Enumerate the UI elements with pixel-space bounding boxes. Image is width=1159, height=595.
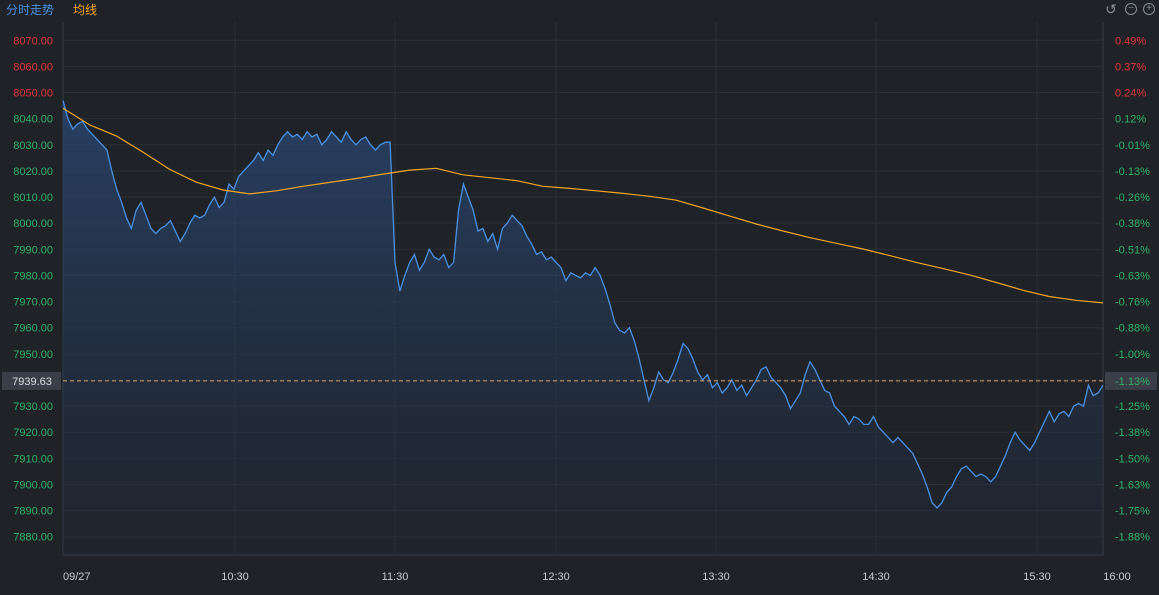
y-right-tick-label: -0.13%: [1115, 166, 1150, 178]
y-left-tick-label: 8060.00: [13, 61, 53, 73]
x-tick-label: 16:00: [1103, 571, 1131, 583]
y-right-tick-label: -1.00%: [1115, 349, 1150, 361]
series-lines: [62, 100, 1104, 509]
current-pct-label-bg: [1105, 371, 1157, 390]
y-right-tick-label: -0.26%: [1115, 192, 1150, 204]
x-tick-label: 14:30: [862, 571, 890, 583]
y-right-tick-label: -1.88%: [1115, 532, 1150, 544]
axes: 8070.00 0.49% 8060.00 0.37% 8050.00 0.24% 8040…: [13, 35, 1150, 583]
current-price-marker: 7939.63 -1.13%: [2, 371, 1157, 390]
y-right-tick-label: 0.12%: [1115, 114, 1146, 126]
y-left-tick-label: 7920.00: [13, 427, 53, 439]
y-left-tick-label: 8040.00: [13, 114, 53, 126]
x-tick-label: 12:30: [542, 571, 570, 583]
legend-price[interactable]: 分时走势: [6, 3, 55, 17]
y-left-tick-label: 8030.00: [13, 140, 53, 152]
y-right-tick-label: 0.24%: [1115, 88, 1146, 100]
y-right-tick-label: -1.63%: [1115, 479, 1150, 491]
zoom-in-icon[interactable]: +: [1143, 3, 1155, 15]
y-left-tick-label: 7930.00: [13, 401, 53, 413]
x-tick-label: 11:30: [382, 571, 409, 583]
y-right-tick-label: 0.37%: [1115, 61, 1146, 73]
price-series-line[interactable]: [62, 100, 1104, 509]
y-left-tick-label: 7910.00: [13, 453, 53, 465]
price-area: [63, 100, 1103, 556]
legend-average[interactable]: 均线: [73, 3, 98, 17]
y-right-tick-label: -1.38%: [1115, 427, 1150, 439]
y-right-tick-label: -1.25%: [1115, 401, 1150, 413]
y-right-tick-label: -0.76%: [1115, 297, 1150, 309]
current-pct-label: -1.13%: [1115, 376, 1150, 388]
y-left-tick-label: 7880.00: [13, 532, 53, 544]
y-right-tick-label: -0.51%: [1115, 244, 1150, 256]
y-right-tick-label: -0.38%: [1115, 218, 1150, 230]
x-tick-label: 13:30: [702, 571, 730, 583]
chart-header: 分时走势 均线 ↺ − +: [0, 0, 1159, 22]
y-right-tick-label: -0.63%: [1115, 270, 1150, 282]
price-area-fill: [63, 100, 1103, 556]
y-left-tick-label: 8020.00: [13, 166, 53, 178]
y-left-tick-label: 8050.00: [13, 88, 53, 100]
current-price-label-bg: [2, 371, 61, 390]
zoom-out-icon[interactable]: −: [1125, 3, 1137, 15]
undo-icon[interactable]: ↺: [1105, 1, 1117, 17]
y-right-tick-label: -1.50%: [1115, 453, 1150, 465]
y-left-tick-label: 7960.00: [13, 323, 53, 335]
y-left-tick-label: 7900.00: [13, 479, 53, 491]
y-left-tick-label: 7890.00: [13, 506, 53, 518]
y-left-tick-label: 8000.00: [13, 218, 53, 230]
y-left-tick-label: 7980.00: [13, 270, 53, 282]
y-right-tick-label: 0.49%: [1115, 35, 1146, 47]
x-tick-label: 15:30: [1023, 571, 1051, 583]
x-tick-label: 09/27: [63, 571, 91, 583]
current-price-label: 7939.63: [12, 376, 52, 388]
y-left-tick-label: 7990.00: [13, 244, 53, 256]
y-left-tick-label: 8070.00: [13, 35, 53, 47]
y-right-tick-label: -0.01%: [1115, 140, 1150, 152]
y-left-tick-label: 8010.00: [13, 192, 53, 204]
y-right-tick-label: -1.75%: [1115, 506, 1150, 518]
y-left-tick-label: 7950.00: [13, 349, 53, 361]
x-tick-label: 10:30: [221, 571, 249, 583]
average-series-line[interactable]: [62, 107, 1104, 304]
y-left-tick-label: 7970.00: [13, 297, 53, 309]
y-right-tick-label: -0.88%: [1115, 323, 1150, 335]
